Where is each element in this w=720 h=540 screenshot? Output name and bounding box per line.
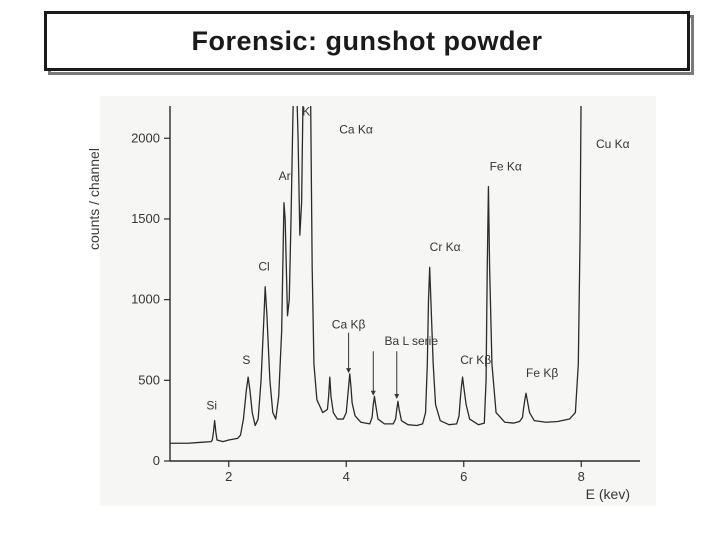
- svg-text:0: 0: [153, 453, 160, 468]
- svg-text:6: 6: [460, 469, 467, 484]
- svg-text:Cu Kα: Cu Kα: [596, 137, 630, 151]
- svg-text:Ca Kβ: Ca Kβ: [332, 318, 366, 332]
- svg-text:500: 500: [138, 372, 160, 387]
- svg-text:S: S: [242, 353, 250, 367]
- svg-text:1500: 1500: [131, 211, 160, 226]
- svg-text:2: 2: [225, 469, 232, 484]
- svg-text:Cr Kβ: Cr Kβ: [460, 353, 491, 367]
- svg-text:Cr Kα: Cr Kα: [430, 240, 461, 254]
- svg-text:E (kev): E (kev): [586, 486, 630, 502]
- spectrum-chart: 0 500 1000 1500 2000 2 4 6 8E (kev) Si S Cl Ar K Ca Kα…: [100, 96, 656, 506]
- spectrum-svg: 0 500 1000 1500 2000 2 4 6 8E (kev) Si S Cl Ar K Ca Kα…: [100, 96, 656, 506]
- svg-text:Ba L serie: Ba L serie: [384, 334, 438, 348]
- svg-text:Cl: Cl: [258, 260, 269, 274]
- svg-text:1000: 1000: [131, 292, 160, 307]
- title-text: Forensic: gunshot powder: [191, 26, 542, 57]
- svg-text:K: K: [302, 105, 310, 119]
- svg-text:Si: Si: [206, 398, 217, 412]
- svg-text:2000: 2000: [131, 130, 160, 145]
- svg-text:Ar: Ar: [279, 169, 291, 183]
- title-box: Forensic: gunshot powder: [44, 11, 690, 71]
- svg-text:Fe Kα: Fe Kα: [490, 160, 522, 174]
- svg-text:4: 4: [343, 469, 350, 484]
- svg-text:Fe Kβ: Fe Kβ: [526, 366, 558, 380]
- svg-text:8: 8: [578, 469, 585, 484]
- svg-text:Ca Kα: Ca Kα: [339, 122, 373, 136]
